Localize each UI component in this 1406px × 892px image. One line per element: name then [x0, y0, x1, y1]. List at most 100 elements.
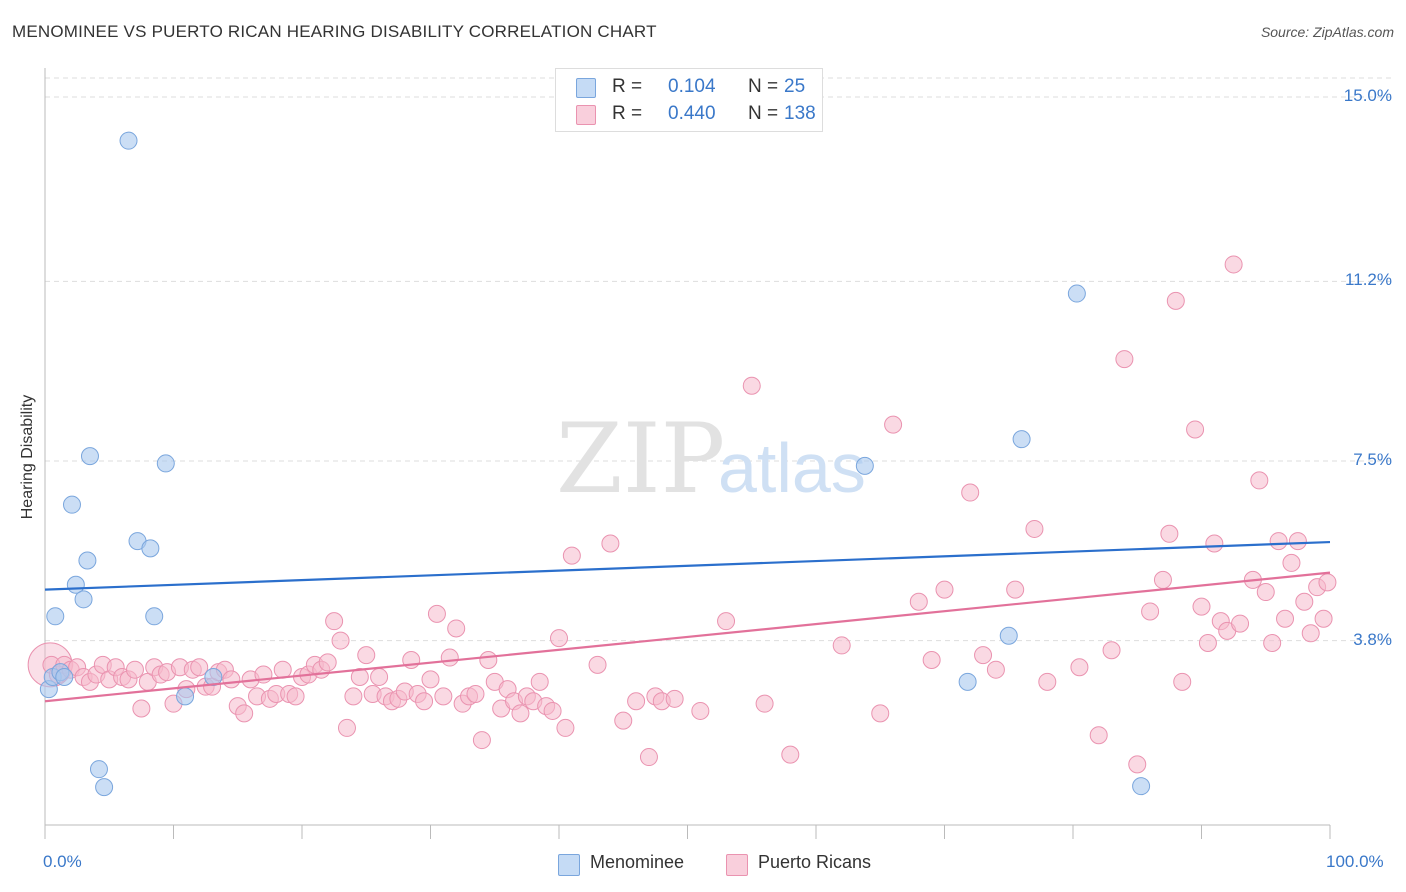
- puerto-ricans-point: [1153, 570, 1172, 589]
- puerto-ricans-point: [479, 650, 498, 669]
- puerto-ricans-point: [1006, 580, 1025, 599]
- puerto-ricans-point: [472, 731, 491, 750]
- legend-r-value: 0.104: [668, 76, 716, 97]
- puerto-ricans-point: [781, 745, 800, 764]
- puerto-ricans-point: [627, 692, 646, 711]
- y-axis-title: Hearing Disability: [19, 394, 36, 520]
- puerto-ricans-point: [1128, 755, 1147, 774]
- puerto-ricans-point: [614, 711, 633, 730]
- puerto-ricans-point: [1288, 532, 1307, 551]
- puerto-ricans-point: [832, 636, 851, 655]
- puerto-ricans-point: [1186, 420, 1205, 439]
- puerto-ricans-point: [1038, 672, 1057, 691]
- menominee-point: [95, 778, 114, 797]
- puerto-ricans-point: [550, 629, 568, 648]
- puerto-ricans-point: [235, 704, 254, 723]
- puerto-ricans-point: [344, 687, 363, 706]
- y-tick-label: 3.8%: [1353, 629, 1392, 649]
- puerto-ricans-point: [1224, 255, 1243, 274]
- menominee-point: [55, 667, 74, 686]
- puerto-ricans-point: [1166, 291, 1185, 310]
- puerto-ricans-point: [1070, 658, 1089, 677]
- menominee-points: [39, 131, 1151, 797]
- puerto-ricans-point: [717, 612, 736, 631]
- bottom-legend-swatch-puerto-ricans: [726, 854, 748, 876]
- puerto-ricans-point: [691, 701, 710, 720]
- puerto-ricans-point: [325, 612, 344, 631]
- puerto-ricans-point: [370, 667, 389, 686]
- puerto-ricans-point: [588, 655, 607, 674]
- axes: [44, 68, 1331, 839]
- menominee-point: [145, 607, 164, 626]
- puerto-ricans-point: [556, 718, 575, 737]
- menominee-point: [46, 607, 65, 626]
- legend-r-value: 0.440: [668, 103, 716, 124]
- menominee-point: [80, 447, 99, 466]
- menominee-point: [1012, 430, 1031, 449]
- puerto-ricans-point: [511, 704, 530, 723]
- menominee-point: [1067, 284, 1086, 303]
- chart-title: MENOMINEE VS PUERTO RICAN HEARING DISABI…: [12, 22, 657, 41]
- watermark-zip: ZIP: [556, 403, 725, 515]
- puerto-ricans-point: [190, 658, 209, 677]
- legend-r-label: R =: [612, 76, 643, 97]
- puerto-ricans-point: [1295, 592, 1314, 611]
- puerto-ricans-point: [286, 687, 305, 706]
- legend-swatch-menominee: [576, 78, 596, 98]
- menominee-point: [1132, 777, 1151, 796]
- puerto-ricans-point: [935, 580, 954, 599]
- puerto-ricans-trend-line: [44, 571, 1331, 703]
- menominee-point: [141, 539, 160, 558]
- menominee-point: [89, 760, 108, 779]
- puerto-ricans-point: [447, 619, 466, 638]
- puerto-ricans-point: [1173, 672, 1192, 691]
- puerto-ricans-point: [415, 692, 434, 711]
- puerto-ricans-point: [1102, 641, 1121, 660]
- y-tick-label: 7.5%: [1353, 450, 1392, 469]
- legend-n-label: N =: [748, 103, 779, 124]
- puerto-ricans-point: [755, 694, 774, 713]
- y-tick-label: 11.2%: [1345, 270, 1392, 290]
- legend-n-value: 138: [784, 103, 816, 124]
- puerto-ricans-point: [986, 660, 1005, 679]
- puerto-ricans-point: [1314, 609, 1333, 628]
- puerto-ricans-point: [1025, 519, 1044, 538]
- puerto-ricans-point: [1250, 471, 1269, 490]
- puerto-ricans-point: [434, 687, 453, 706]
- puerto-ricans-point: [1276, 609, 1295, 628]
- puerto-ricans-point: [273, 660, 292, 679]
- menominee-trend-line: [44, 540, 1331, 591]
- menominee-point: [74, 590, 93, 609]
- puerto-ricans-point: [530, 672, 549, 691]
- x-tick-label-max: 100.0%: [1326, 852, 1384, 871]
- puerto-ricans-point: [1141, 602, 1160, 621]
- puerto-ricans-point: [562, 546, 581, 565]
- menominee-point: [119, 131, 138, 150]
- puerto-ricans-point: [1198, 634, 1217, 652]
- menominee-point: [78, 551, 97, 570]
- legend-swatch-puerto-ricans: [576, 105, 596, 125]
- stats-legend: R = 0.104 N = 25 R = 0.440 N = 138: [555, 68, 823, 132]
- puerto-ricans-point: [357, 646, 376, 665]
- puerto-ricans-point: [421, 670, 440, 689]
- source-label: Source: ZipAtlas.com: [1260, 24, 1394, 40]
- bottom-legend-label-puerto-ricans: Puerto Ricans: [758, 852, 872, 872]
- puerto-ricans-point: [1282, 553, 1301, 572]
- trend-lines: [44, 540, 1331, 703]
- legend-n-value: 25: [784, 76, 806, 97]
- puerto-ricans-point: [1256, 583, 1275, 602]
- puerto-ricans-point: [222, 670, 241, 689]
- bottom-legend-label-menominee: Menominee: [590, 852, 685, 872]
- x-tick-label-min: 0.0%: [43, 852, 82, 871]
- puerto-ricans-point: [1089, 726, 1108, 745]
- puerto-ricans-point: [1160, 524, 1179, 543]
- menominee-point: [855, 456, 874, 475]
- puerto-ricans-point: [1192, 597, 1211, 616]
- puerto-ricans-point: [665, 689, 684, 708]
- puerto-ricans-point: [961, 483, 980, 502]
- puerto-ricans-point: [909, 592, 928, 611]
- puerto-ricans-point: [466, 684, 485, 703]
- menominee-point: [999, 626, 1018, 645]
- grid-lines: [45, 77, 1392, 642]
